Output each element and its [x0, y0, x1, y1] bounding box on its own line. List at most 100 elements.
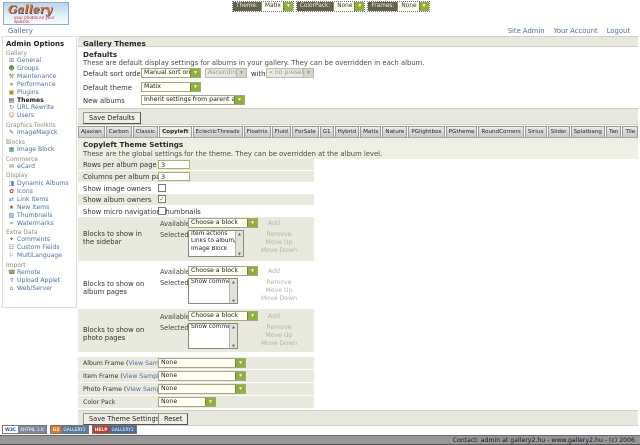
photo-frame-select[interactable]: None ▾: [158, 384, 246, 394]
sidebar-item-groups[interactable]: ☻ Groups: [8, 64, 39, 72]
color-pack-select[interactable]: None ▾: [158, 397, 216, 407]
photo-choose-block-select[interactable]: Choose a block ▾: [188, 311, 258, 321]
sidebar-item-thumbnails[interactable]: ▧ Thumbnails: [8, 211, 53, 219]
dropdown-arrow-icon[interactable]: ▾: [234, 96, 244, 104]
theme-tab[interactable]: ForSale: [291, 126, 319, 137]
theme-tab[interactable]: EclecticThreads: [192, 126, 243, 137]
gallery-logo[interactable]: Gallery your photos on your website: [3, 2, 69, 25]
theme-tab-active[interactable]: Copyleft: [159, 126, 192, 137]
listbox-item[interactable]: Item actions: [191, 231, 228, 237]
colorpack-select[interactable]: None ▾: [333, 2, 365, 11]
show-image-owners-checkbox[interactable]: [158, 184, 166, 192]
sidebar-item-themes[interactable]: ▤ Themes: [8, 96, 44, 104]
sidebar-item-remote[interactable]: ☎ Remote: [8, 269, 41, 277]
theme-tab[interactable]: Tan: [605, 126, 622, 137]
dropdown-arrow-icon[interactable]: ▾: [418, 2, 429, 11]
sidebar-item-icons[interactable]: ✿ Icons: [8, 187, 33, 195]
scroll-up-icon[interactable]: ▲: [238, 231, 241, 236]
save-defaults-button[interactable]: Save Defaults: [83, 112, 141, 124]
dropdown-arrow-icon[interactable]: ▾: [235, 385, 245, 393]
theme-tab[interactable]: G1: [319, 126, 334, 137]
album-frame-view-samples-link[interactable]: View Samples: [126, 360, 176, 367]
album-frame-select[interactable]: None ▾: [158, 358, 246, 368]
scroll-up-icon[interactable]: ▲: [232, 324, 235, 329]
show-album-owners-checkbox-checked[interactable]: ✓: [158, 195, 166, 203]
gallery2-badge[interactable]: G2 GALLERY2: [49, 425, 89, 434]
frames-select[interactable]: None ▾: [397, 2, 429, 11]
photo-selected-listbox[interactable]: Show comments ▲ ▼: [188, 323, 238, 349]
sidebar-item-custom-fields[interactable]: ☷ Custom Fields: [8, 244, 60, 252]
sidebar-item-watermarks[interactable]: ≈ Watermarks: [8, 219, 54, 227]
theme-tab[interactable]: Tile: [622, 126, 638, 137]
show-micro-nav-checkbox[interactable]: [158, 207, 166, 215]
sidebar-item-general[interactable]: ⊞ General: [8, 57, 42, 64]
columns-per-page-input[interactable]: [158, 172, 190, 181]
dropdown-arrow-icon[interactable]: ▾: [354, 2, 365, 11]
listbox-scrollbar[interactable]: ▲ ▼: [235, 231, 243, 256]
your-account-link[interactable]: Your Account: [553, 27, 598, 35]
breadcrumb[interactable]: Gallery: [8, 27, 33, 35]
dropdown-arrow-icon[interactable]: ▾: [247, 312, 257, 320]
album-choose-block-select[interactable]: Choose a block ▾: [188, 266, 258, 276]
theme-tab[interactable]: PGtheme: [445, 126, 478, 137]
sidebar-item-maintenance[interactable]: ⚒ Maintenance: [8, 72, 57, 80]
dropdown-arrow-icon[interactable]: ▾: [247, 267, 257, 275]
listbox-scrollbar[interactable]: ▲ ▼: [229, 324, 237, 348]
sidebar-item-users[interactable]: ☺ Users: [8, 112, 35, 120]
sidebar-choose-block-select[interactable]: Choose a block ▾: [188, 218, 258, 228]
save-theme-settings-button[interactable]: Save Theme Settings: [83, 413, 166, 425]
sidebar-item-performance[interactable]: » Performance: [9, 80, 56, 88]
sidebar-item-imagemagick[interactable]: ✎ ImageMagick: [8, 129, 58, 137]
w3c-xhtml-badge[interactable]: W3C XHTML 1.0: [2, 425, 47, 434]
dropdown-arrow-icon[interactable]: ▾: [247, 219, 257, 227]
theme-select[interactable]: Matix ▾: [260, 2, 293, 11]
sidebar-item-url-rewrite[interactable]: ↻ URL Rewrite: [8, 104, 55, 112]
theme-tab[interactable]: Ajaxian: [78, 126, 105, 137]
theme-tab[interactable]: Nature: [382, 126, 408, 137]
sidebar-selected-listbox[interactable]: Item actions Links to album/photo peers …: [188, 230, 244, 257]
dropdown-arrow-icon[interactable]: ▾: [282, 2, 293, 11]
listbox-item[interactable]: Show comments: [191, 279, 237, 285]
theme-tab[interactable]: PGlightbox: [408, 126, 445, 137]
default-sort-order-select[interactable]: Manual sort order ▾: [141, 68, 201, 78]
sidebar-item-web-server[interactable]: ⌂ Web/Server: [9, 284, 53, 292]
dropdown-arrow-icon[interactable]: ▾: [235, 359, 245, 367]
sidebar-item-dynamic-albums[interactable]: ◨ Dynamic Albums: [8, 179, 69, 187]
theme-tab[interactable]: Floatrix: [243, 126, 271, 137]
sidebar-item-multilanguage[interactable]: ⚐ MultiLanguage: [8, 252, 62, 260]
scroll-up-icon[interactable]: ▲: [232, 279, 235, 284]
site-admin-link[interactable]: Site Admin: [507, 27, 545, 35]
scroll-down-icon[interactable]: ▼: [232, 298, 235, 303]
sidebar-item-new-items[interactable]: ★ New Items: [8, 203, 50, 211]
theme-tab[interactable]: Siriux: [524, 126, 547, 137]
scroll-down-icon[interactable]: ▼: [238, 251, 241, 256]
sidebar-item-upload-applet[interactable]: ⇑ Upload Applet: [8, 277, 61, 285]
sidebar-item-comments[interactable]: ✦ Comments: [8, 236, 51, 244]
default-theme-select[interactable]: Matix ▾: [141, 82, 201, 92]
album-selected-listbox[interactable]: Show comments ▲ ▼: [188, 278, 238, 304]
sidebar-item-image-block[interactable]: ▦ Image Block: [8, 146, 55, 154]
theme-tab[interactable]: Splatbang: [570, 126, 605, 137]
theme-tab[interactable]: Hybrid: [334, 126, 360, 137]
theme-tab[interactable]: Fluid: [271, 126, 291, 137]
theme-tab[interactable]: RoundCorners: [478, 126, 524, 137]
dropdown-arrow-icon[interactable]: ▾: [190, 83, 200, 91]
rows-per-page-input[interactable]: [158, 160, 190, 169]
theme-tab[interactable]: Classic: [132, 126, 159, 137]
item-frame-select[interactable]: None ▾: [158, 371, 246, 381]
item-frame-view-samples-link[interactable]: View Samples: [120, 373, 170, 380]
help-gallery2-badge[interactable]: HELP GALLERY2: [91, 425, 137, 434]
dropdown-arrow-icon[interactable]: ▾: [190, 69, 200, 77]
reset-button[interactable]: Reset: [158, 413, 189, 425]
logout-link[interactable]: Logout: [606, 27, 630, 35]
listbox-item[interactable]: Image Block: [191, 245, 228, 252]
dropdown-arrow-icon[interactable]: ▾: [235, 372, 245, 380]
scroll-down-icon[interactable]: ▼: [232, 343, 235, 348]
sidebar-item-plugins[interactable]: ▣ Plugins: [8, 88, 39, 96]
new-albums-select[interactable]: Inherit settings from parent album ▾: [141, 95, 245, 105]
listbox-scrollbar[interactable]: ▲ ▼: [229, 279, 237, 303]
listbox-item[interactable]: Show comments: [191, 324, 237, 330]
theme-tab[interactable]: Matix: [360, 126, 382, 137]
sidebar-item-ecard[interactable]: ✉ eCard: [8, 163, 36, 171]
theme-tab[interactable]: Carbon: [105, 126, 132, 137]
